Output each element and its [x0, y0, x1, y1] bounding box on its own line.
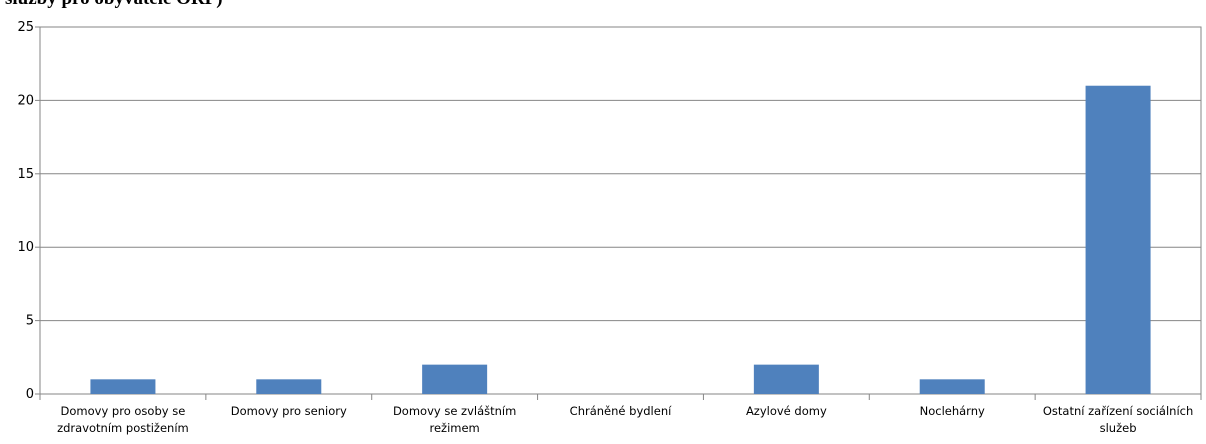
x-tick-label-line: Chráněné bydlení	[570, 404, 672, 418]
x-tick-label: Ostatní zařízení sociálních služeb	[1043, 404, 1193, 435]
gridlines	[40, 99, 1201, 322]
y-axis: 0 5 10 15 20 25	[17, 20, 40, 402]
x-tick-label-line: Domovy se zvláštním	[393, 404, 516, 418]
bar-0	[90, 379, 156, 394]
x-tick-label-line: služeb	[1100, 421, 1137, 435]
bar-6	[1085, 85, 1151, 394]
bar-1	[256, 379, 322, 394]
x-tick-label-line: režimem	[430, 421, 480, 435]
x-tick-label: Domovy pro seniory	[231, 404, 347, 418]
x-axis: Domovy pro osoby se zdravotním postižením…	[39, 394, 1202, 435]
y-tick-label: 0	[26, 387, 34, 402]
chart-title: služby pro obyvatele ORP)	[5, 0, 223, 10]
bars	[90, 85, 1151, 394]
bar-2	[422, 364, 488, 394]
x-tick-label-line: Ostatní zařízení sociálních	[1043, 404, 1193, 418]
y-tick-label: 15	[17, 167, 34, 182]
plot-area-border	[39, 26, 1202, 395]
x-tick-label-line: Domovy pro seniory	[231, 404, 347, 418]
x-tick-label: Chráněné bydlení	[570, 404, 672, 418]
x-tick-label: Domovy pro osoby se zdravotním postižením	[57, 404, 189, 435]
x-tick-label: Domovy se zvláštním režimem	[393, 404, 516, 435]
y-tick-label: 20	[17, 93, 34, 108]
x-tick-label: Azylové domy	[746, 404, 827, 418]
x-tick-label-line: Domovy pro osoby se	[61, 404, 186, 418]
x-tick-label: Noclehárny	[920, 404, 985, 418]
y-tick-label: 25	[17, 20, 34, 35]
x-tick-label-line: zdravotním postižením	[57, 421, 189, 435]
y-tick-label: 10	[17, 240, 34, 255]
bar-4	[753, 364, 819, 394]
x-tick-label-line: Noclehárny	[920, 404, 985, 418]
x-tick-label-line: Azylové domy	[746, 404, 827, 418]
bar-5	[919, 379, 985, 394]
y-tick-label: 5	[26, 314, 34, 329]
